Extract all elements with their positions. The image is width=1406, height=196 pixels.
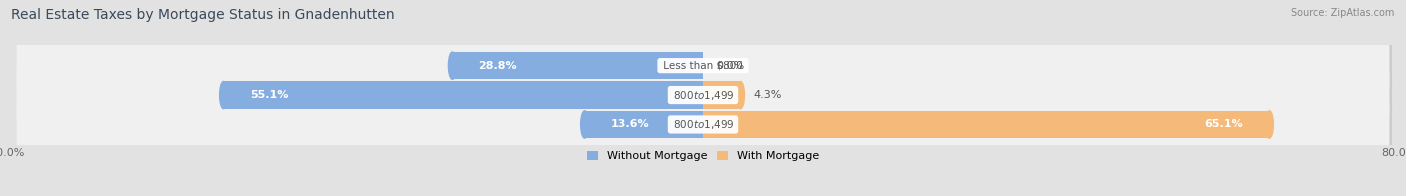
Text: Source: ZipAtlas.com: Source: ZipAtlas.com [1291, 8, 1395, 18]
Text: Real Estate Taxes by Mortgage Status in Gnadenhutten: Real Estate Taxes by Mortgage Status in … [11, 8, 395, 22]
Text: $800 to $1,499: $800 to $1,499 [671, 89, 735, 102]
Text: 13.6%: 13.6% [610, 119, 650, 130]
FancyBboxPatch shape [20, 34, 1392, 99]
Text: 28.8%: 28.8% [478, 61, 517, 71]
Bar [224, 81, 703, 109]
Circle shape [219, 81, 228, 109]
FancyBboxPatch shape [17, 63, 1389, 128]
Bar [703, 111, 1270, 138]
Bar [453, 52, 703, 79]
Circle shape [737, 81, 744, 109]
Text: 4.3%: 4.3% [754, 90, 782, 100]
Bar [703, 81, 741, 109]
Text: 0.0%: 0.0% [716, 61, 744, 71]
FancyBboxPatch shape [17, 92, 1389, 157]
Text: 55.1%: 55.1% [250, 90, 288, 100]
Circle shape [1265, 111, 1274, 138]
FancyBboxPatch shape [17, 33, 1389, 98]
Text: 65.1%: 65.1% [1205, 119, 1243, 130]
Bar [585, 111, 703, 138]
FancyBboxPatch shape [20, 93, 1392, 158]
FancyBboxPatch shape [20, 63, 1392, 128]
Legend: Without Mortgage, With Mortgage: Without Mortgage, With Mortgage [588, 151, 818, 162]
Text: $800 to $1,499: $800 to $1,499 [671, 118, 735, 131]
Circle shape [449, 52, 457, 79]
Circle shape [581, 111, 589, 138]
Text: Less than $800: Less than $800 [659, 61, 747, 71]
